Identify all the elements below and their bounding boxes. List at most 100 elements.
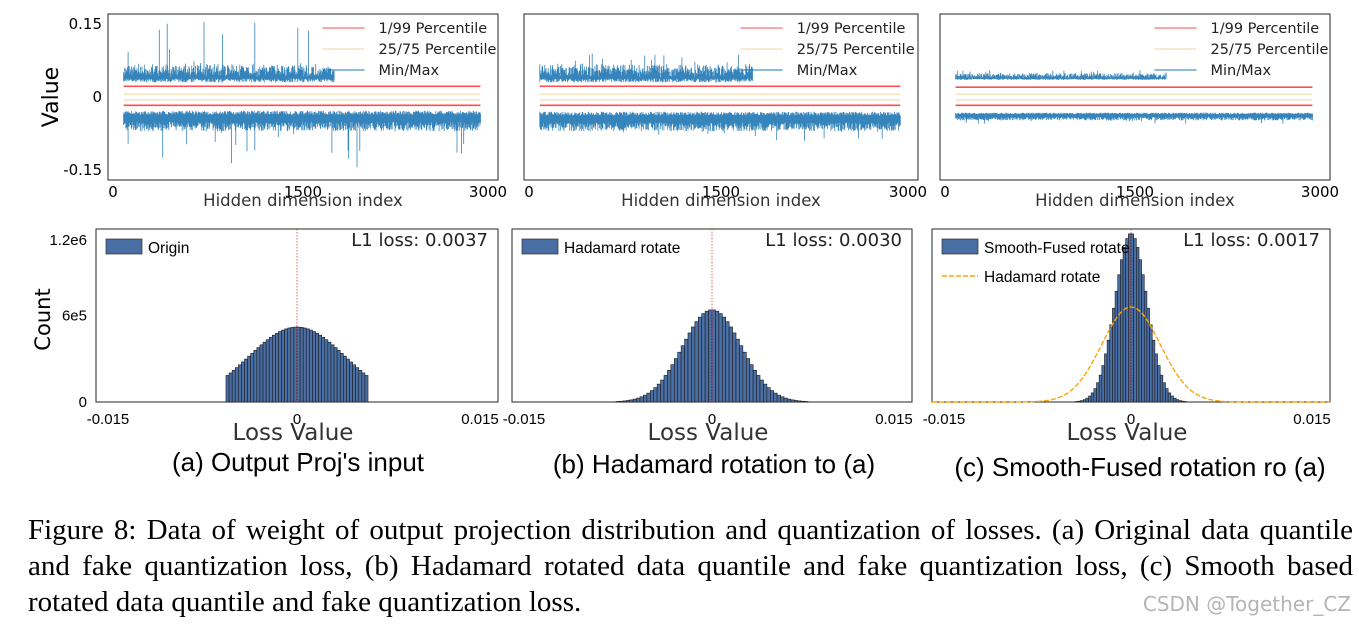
legend-label: Origin (148, 240, 189, 257)
histogram-bar (321, 337, 326, 403)
histogram-bar (278, 331, 282, 403)
legend-label: Min/Max (797, 63, 858, 79)
legend-label: Hadamard rotate (984, 269, 1100, 286)
y-tick-label: -0.15 (63, 161, 102, 179)
histogram-bar (742, 351, 747, 403)
x-tick-label: 0.015 (1293, 411, 1331, 428)
x-tick-label: 1500 (1116, 183, 1154, 201)
histogram-bar (1167, 392, 1172, 403)
histogram-bar (1181, 400, 1185, 403)
x-tick-label: 1500 (702, 183, 740, 201)
x-axis-label: Loss Value (648, 420, 769, 446)
y-tick-label: 0 (92, 88, 102, 106)
chart-c-top: 1/99 Percentile 25/75 Percentile Min/Max 0 1… (939, 13, 1339, 210)
histogram-bar (1151, 339, 1156, 403)
histogram-bar (339, 352, 344, 403)
y-axis-label: Value (39, 67, 64, 127)
histogram-bar (241, 361, 245, 403)
histogram-bar (358, 370, 363, 403)
x-tick-label: -0.015 (923, 411, 966, 428)
histogram-bar (1159, 374, 1164, 403)
histogram-bar (800, 400, 805, 403)
series-minmax-min-band (123, 110, 481, 168)
histogram-bar (234, 367, 239, 403)
histogram-bar (302, 327, 307, 403)
x-axis-label: Hidden dimension index (203, 191, 403, 210)
y-tick-label: 0.15 (69, 15, 102, 33)
histogram-bar (1125, 238, 1129, 403)
histogram-bar (1120, 259, 1124, 403)
x-tick-label: 0 (524, 183, 534, 201)
y-tick-label: 6e5 (62, 308, 87, 325)
histogram-bar (1175, 399, 1180, 403)
histogram-bar (1090, 392, 1095, 403)
subcaption-b: (b) Hadamard rotation to (a) (553, 449, 875, 479)
histogram-bar (1112, 307, 1116, 403)
histogram-bar (1162, 382, 1166, 403)
histogram-bar (1080, 400, 1084, 403)
histogram-bar (1101, 365, 1105, 403)
histogram-bar (711, 309, 716, 403)
subcaption-a: (a) Output Proj's input (172, 447, 425, 477)
histogram-bar (247, 355, 251, 403)
histogram-bar (776, 394, 781, 403)
histogram-bar (1085, 397, 1089, 403)
x-tick-label: 0 (108, 183, 118, 201)
histogram-bar (281, 329, 285, 403)
x-tick-label: 3000 (1301, 183, 1339, 201)
histogram-bar (336, 350, 341, 403)
histogram-bar (1138, 259, 1142, 403)
chart-b-top: 1/99 Percentile 25/75 Percentile Min/Max 0 1… (523, 13, 927, 210)
series-minmax-max-band (955, 70, 1167, 80)
series-minmax-max-band (539, 53, 753, 83)
legend-label: 1/99 Percentile (379, 21, 488, 37)
histogram-bar (1133, 238, 1137, 403)
histogram-bar (284, 328, 289, 403)
histogram-bar (352, 364, 356, 403)
histogram-bar (656, 383, 661, 403)
histogram-bar (1143, 290, 1148, 403)
histogram-bar (629, 399, 634, 403)
histogram-bar (318, 334, 322, 403)
histogram-bar (1165, 388, 1169, 403)
histogram-bar (361, 372, 366, 403)
histogram-bar (732, 332, 737, 403)
histogram-bar (1109, 324, 1113, 403)
histogram-bar (687, 332, 692, 403)
x-tick-label: 0 (293, 411, 301, 428)
histogram-bar (1104, 353, 1108, 403)
histogram-bar (663, 375, 668, 403)
histogram-bar (725, 321, 730, 403)
histogram-bar (253, 350, 258, 403)
x-tick-label: 0.015 (875, 411, 913, 428)
subcaption-c: (c) Smooth-Fused rotation ro (a) (954, 452, 1325, 482)
l1-loss-annotation: L1 loss: 0.0037 (351, 230, 488, 251)
histogram-bar (797, 400, 802, 403)
histogram-bar (1173, 397, 1177, 403)
legend-swatch (521, 238, 559, 255)
histogram-bar (355, 367, 360, 403)
histogram-bar (259, 344, 264, 403)
overlay-curve-hadamard (932, 306, 1330, 403)
y-tick-label: 0 (79, 394, 87, 411)
histogram-bar (256, 347, 261, 403)
histogram-bar (783, 397, 788, 403)
histogram-bar (752, 369, 757, 403)
histogram-bar (1122, 247, 1126, 403)
histogram-bar (728, 326, 733, 403)
histogram-bar (615, 401, 620, 403)
legend-label: 1/99 Percentile (797, 21, 906, 37)
histogram-bar (756, 375, 761, 403)
histogram-bar (309, 329, 313, 403)
x-tick-label: 3000 (469, 183, 507, 201)
histogram-bar (1096, 382, 1100, 403)
histogram-bar (701, 313, 706, 403)
chart-frame (523, 13, 919, 181)
histogram-bar (649, 390, 655, 403)
x-tick-label: 3000 (889, 183, 927, 201)
x-axis-label: Hidden dimension index (621, 191, 821, 210)
legend-label: Min/Max (379, 63, 440, 79)
histogram-bar (305, 328, 310, 403)
histogram-bar (735, 338, 740, 403)
